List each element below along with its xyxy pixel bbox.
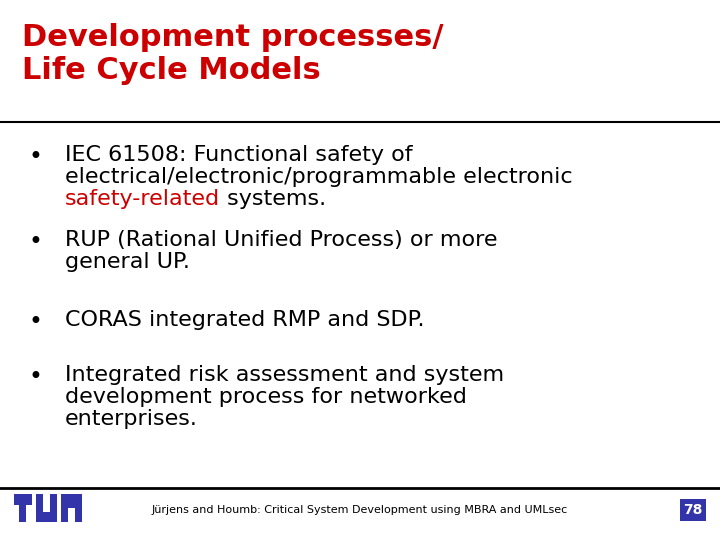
Text: •: • — [29, 145, 42, 169]
Text: IEC 61508: Functional safety of: IEC 61508: Functional safety of — [65, 145, 413, 165]
Text: •: • — [29, 310, 42, 334]
Text: Life Cycle Models: Life Cycle Models — [22, 56, 320, 85]
Text: Jürjens and Houmb: Critical System Development using MBRA and UMLsec: Jürjens and Houmb: Critical System Devel… — [152, 505, 568, 515]
Text: general UP.: general UP. — [65, 252, 189, 272]
Text: systems.: systems. — [220, 189, 326, 209]
Text: •: • — [29, 365, 42, 389]
FancyBboxPatch shape — [680, 499, 706, 521]
Bar — [19, 505, 26, 522]
Text: safety-related: safety-related — [65, 189, 220, 209]
Text: 78: 78 — [683, 503, 703, 517]
Text: enterprises.: enterprises. — [65, 409, 198, 429]
Bar — [14, 494, 32, 505]
Text: CORAS integrated RMP and SDP.: CORAS integrated RMP and SDP. — [65, 310, 424, 330]
Bar — [35, 494, 42, 522]
Bar — [60, 494, 68, 522]
Bar — [35, 512, 56, 522]
Text: •: • — [29, 230, 42, 254]
Text: electrical/electronic/programmable electronic: electrical/electronic/programmable elect… — [65, 167, 572, 187]
Bar — [74, 494, 81, 522]
Text: development process for networked: development process for networked — [65, 387, 467, 407]
Text: Integrated risk assessment and system: Integrated risk assessment and system — [65, 365, 504, 385]
Text: Development processes/: Development processes/ — [22, 23, 443, 52]
Text: RUP (Rational Unified Process) or more: RUP (Rational Unified Process) or more — [65, 230, 498, 250]
Bar — [50, 494, 56, 522]
Bar — [68, 494, 74, 508]
